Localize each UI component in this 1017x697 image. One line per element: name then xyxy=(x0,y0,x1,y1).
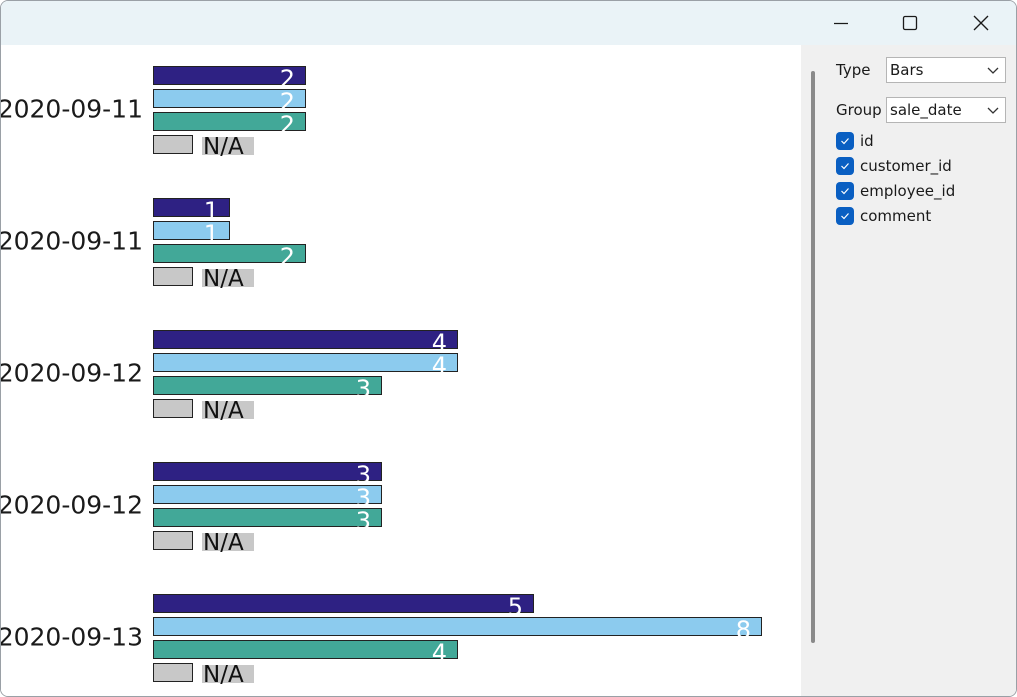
title-bar xyxy=(1,1,1016,45)
settings-panel: Type Bars Group sale_date id xyxy=(801,45,1016,696)
bar-employee-id xyxy=(153,112,306,131)
bar-value-label: 8 xyxy=(736,616,751,644)
bar-id xyxy=(153,594,534,613)
minimize-button[interactable] xyxy=(806,1,876,45)
bar-employee-id xyxy=(153,376,382,395)
na-label: N/A xyxy=(203,398,244,424)
bar-value-label: 2 xyxy=(280,111,295,139)
missing-bar xyxy=(153,267,193,286)
group-select[interactable]: sale_date xyxy=(886,97,1006,123)
checkmark-icon xyxy=(841,138,849,145)
bar-value-label: 4 xyxy=(432,329,447,357)
close-icon xyxy=(973,15,989,31)
checkmark-icon xyxy=(841,163,849,170)
bar-value-label: 3 xyxy=(356,484,371,512)
type-select[interactable]: Bars xyxy=(886,57,1006,83)
type-select-value: Bars xyxy=(890,61,924,79)
na-label-background xyxy=(202,137,254,155)
bar-value-label: 1 xyxy=(204,197,219,225)
missing-bar xyxy=(153,663,193,682)
checkbox-label-customer-id: customer_id xyxy=(860,157,952,175)
checkbox-label-comment: comment xyxy=(860,207,932,225)
na-label-background xyxy=(202,665,254,683)
bar-customer-id xyxy=(153,89,306,108)
category-label: 2020-09-11 xyxy=(1,95,143,124)
chart-area: 2020-09-11 2 2 2 N/A 2020-09-11 1 1 2 N/A 2020-09-… xyxy=(1,45,801,696)
bar-employee-id xyxy=(153,640,458,659)
bar-value-label: 3 xyxy=(356,461,371,489)
bar-customer-id xyxy=(153,353,458,372)
checkbox-id[interactable] xyxy=(836,132,854,150)
bar-customer-id xyxy=(153,617,762,636)
checkbox-label-employee-id: employee_id xyxy=(860,182,956,200)
bar-value-label: 2 xyxy=(280,88,295,116)
checkbox-row-comment[interactable]: comment xyxy=(836,206,931,226)
missing-bar xyxy=(153,135,193,154)
category-label: 2020-09-12 xyxy=(1,491,143,520)
bar-id xyxy=(153,462,382,481)
na-label-background xyxy=(202,269,254,287)
na-label-background xyxy=(202,533,254,551)
checkbox-employee-id[interactable] xyxy=(836,182,854,200)
checkmark-icon xyxy=(841,188,849,195)
type-label: Type xyxy=(836,61,871,79)
checkbox-label-id: id xyxy=(860,132,874,150)
bar-chart: 2020-09-11222N/A2020-09-11112N/A2020-09-… xyxy=(1,65,762,688)
bar-value-label: 5 xyxy=(508,593,523,621)
bar-id xyxy=(153,330,458,349)
na-label: N/A xyxy=(203,530,244,556)
bar-id xyxy=(153,198,230,217)
checkbox-row-id[interactable]: id xyxy=(836,131,874,151)
na-label: N/A xyxy=(203,266,244,292)
maximize-icon xyxy=(902,15,918,31)
category-label: 2020-09-12 xyxy=(1,359,143,388)
bar-value-label: 4 xyxy=(432,639,447,667)
bar-employee-id xyxy=(153,244,306,263)
na-label: N/A xyxy=(203,662,244,688)
checkbox-comment[interactable] xyxy=(836,207,854,225)
group-label: Group xyxy=(836,101,882,119)
bar-value-label: 2 xyxy=(280,65,295,93)
missing-bar xyxy=(153,531,193,550)
bar-value-label: 4 xyxy=(432,352,447,380)
bar-employee-id xyxy=(153,508,382,527)
bar-value-label: 1 xyxy=(204,220,219,248)
chart-scrollbar[interactable] xyxy=(811,71,815,643)
bar-customer-id xyxy=(153,485,382,504)
bar-value-label: 2 xyxy=(280,243,295,271)
checkmark-icon xyxy=(841,213,849,220)
maximize-button[interactable] xyxy=(875,1,945,45)
category-label: 2020-09-11 xyxy=(1,227,143,256)
na-label: N/A xyxy=(203,134,244,160)
na-label-background xyxy=(202,401,254,419)
chevron-down-icon xyxy=(987,107,999,114)
close-button[interactable] xyxy=(946,1,1016,45)
checkbox-customer-id[interactable] xyxy=(836,157,854,175)
bar-customer-id xyxy=(153,221,230,240)
bar-value-label: 3 xyxy=(356,375,371,403)
missing-bar xyxy=(153,399,193,418)
minimize-icon xyxy=(834,22,848,25)
checkbox-row-employee-id[interactable]: employee_id xyxy=(836,181,955,201)
category-label: 2020-09-13 xyxy=(1,623,143,652)
checkbox-row-customer-id[interactable]: customer_id xyxy=(836,156,952,176)
bar-value-label: 3 xyxy=(356,507,371,535)
group-select-value: sale_date xyxy=(890,101,962,119)
chevron-down-icon xyxy=(987,67,999,74)
bar-id xyxy=(153,66,306,85)
